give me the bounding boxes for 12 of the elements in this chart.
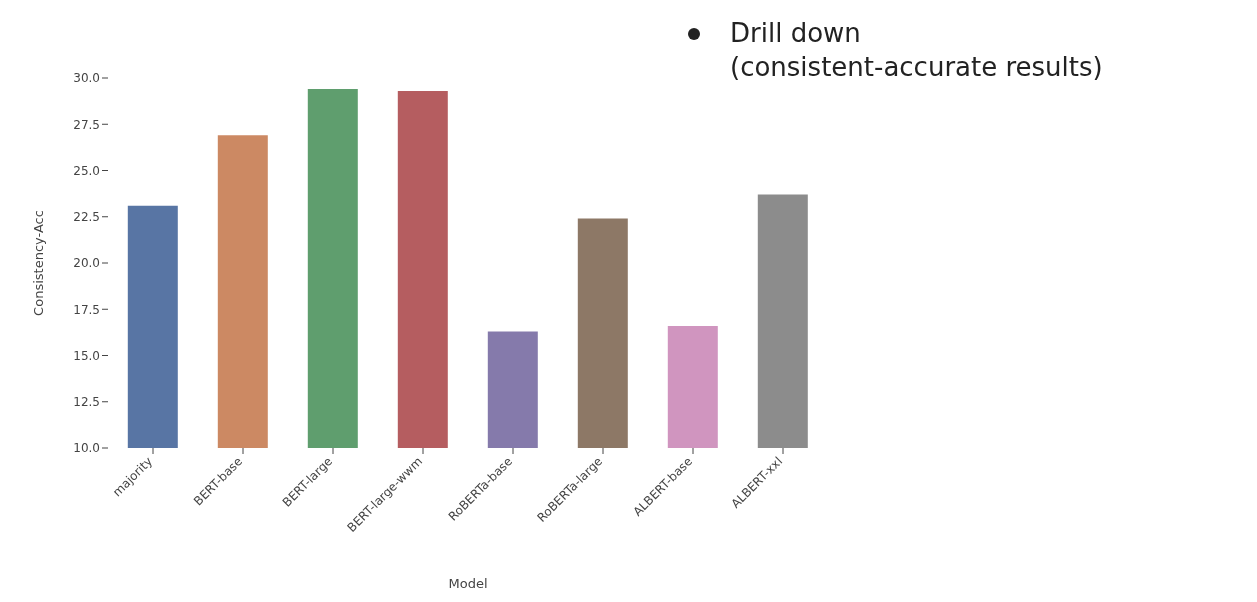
y-tick-label: 20.0 (73, 256, 100, 271)
y-tick-label: 30.0 (73, 71, 100, 86)
y-tick-label: 15.0 (73, 348, 100, 363)
y-tick-label: 25.0 (73, 163, 100, 178)
y-tick-label: 17.5 (73, 302, 100, 317)
y-tick-label: 10.0 (73, 441, 100, 456)
x-axis-title: Model (448, 576, 488, 591)
annotation: Drill down (consistent-accurate results) (730, 17, 1103, 84)
y-axis-title: Consistency-Acc (30, 210, 46, 316)
y-tick-label: 27.5 (73, 117, 100, 132)
y-tick-label: 12.5 (73, 395, 100, 410)
y-tick-label: 22.5 (73, 210, 100, 225)
